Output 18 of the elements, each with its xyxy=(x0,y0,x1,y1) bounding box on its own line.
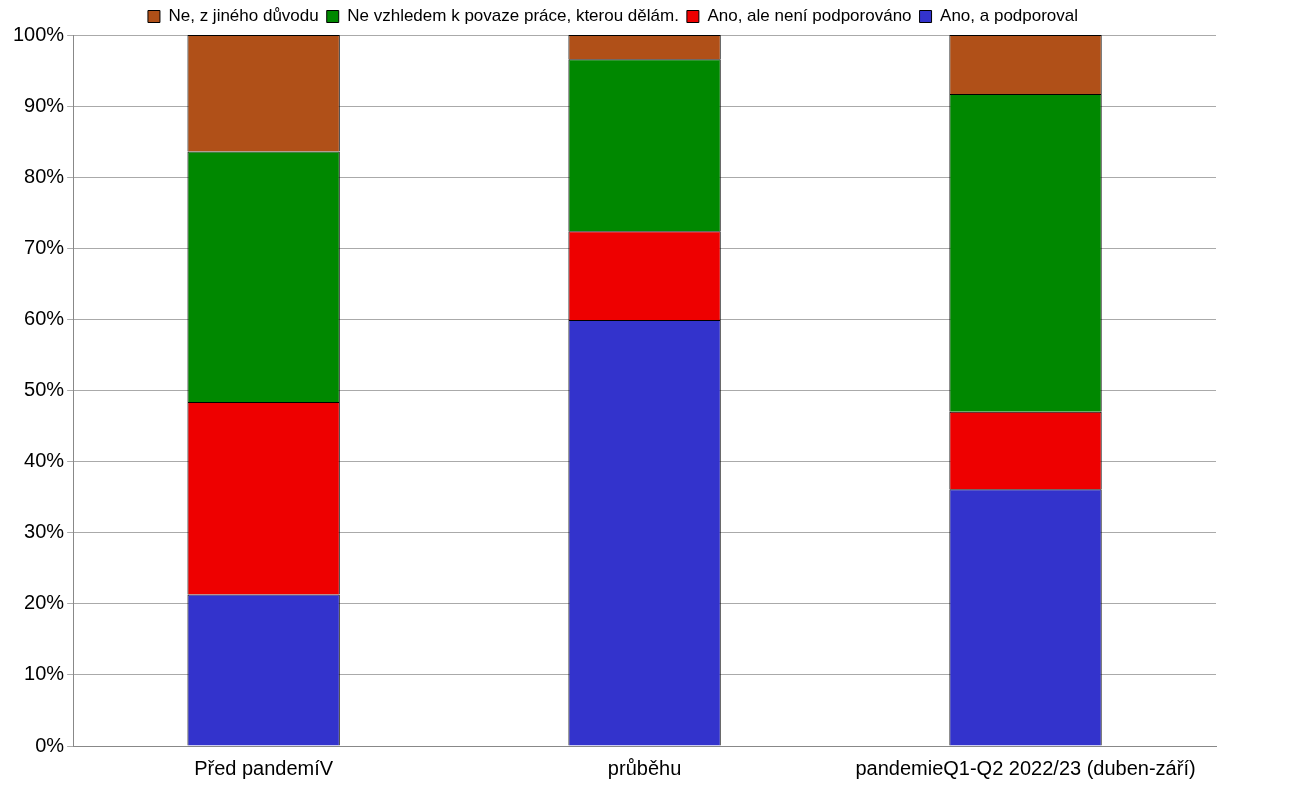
x-tick-label: pandemieQ1-Q2 2022/23 (duben-září) xyxy=(855,756,1196,779)
x-tick-label: průběhu xyxy=(607,756,682,779)
legend-label: Ne vzhledem k povaze práce, kterou dělám. xyxy=(347,6,679,26)
y-tick-label: 50% xyxy=(24,378,65,401)
legend-label: Ne, z jiného důvodu xyxy=(168,6,319,26)
y-tick-label: 10% xyxy=(24,662,65,685)
y-tick-label: 70% xyxy=(24,235,65,258)
x-tick-label: Před pandemíV xyxy=(194,756,334,779)
y-tick-label: 30% xyxy=(24,520,65,543)
y-tick-label: 40% xyxy=(24,449,65,472)
y-tick-label: 80% xyxy=(24,164,65,187)
legend-label: Ano, ale není podporováno xyxy=(707,6,912,26)
legend-label: Ano, a podporoval xyxy=(940,6,1079,26)
y-tick-label: 20% xyxy=(24,591,65,614)
y-tick-label: 60% xyxy=(24,306,65,329)
y-tick-label: 0% xyxy=(35,733,65,756)
y-tick-label: 100% xyxy=(13,22,65,45)
y-tick-label: 90% xyxy=(24,93,65,116)
